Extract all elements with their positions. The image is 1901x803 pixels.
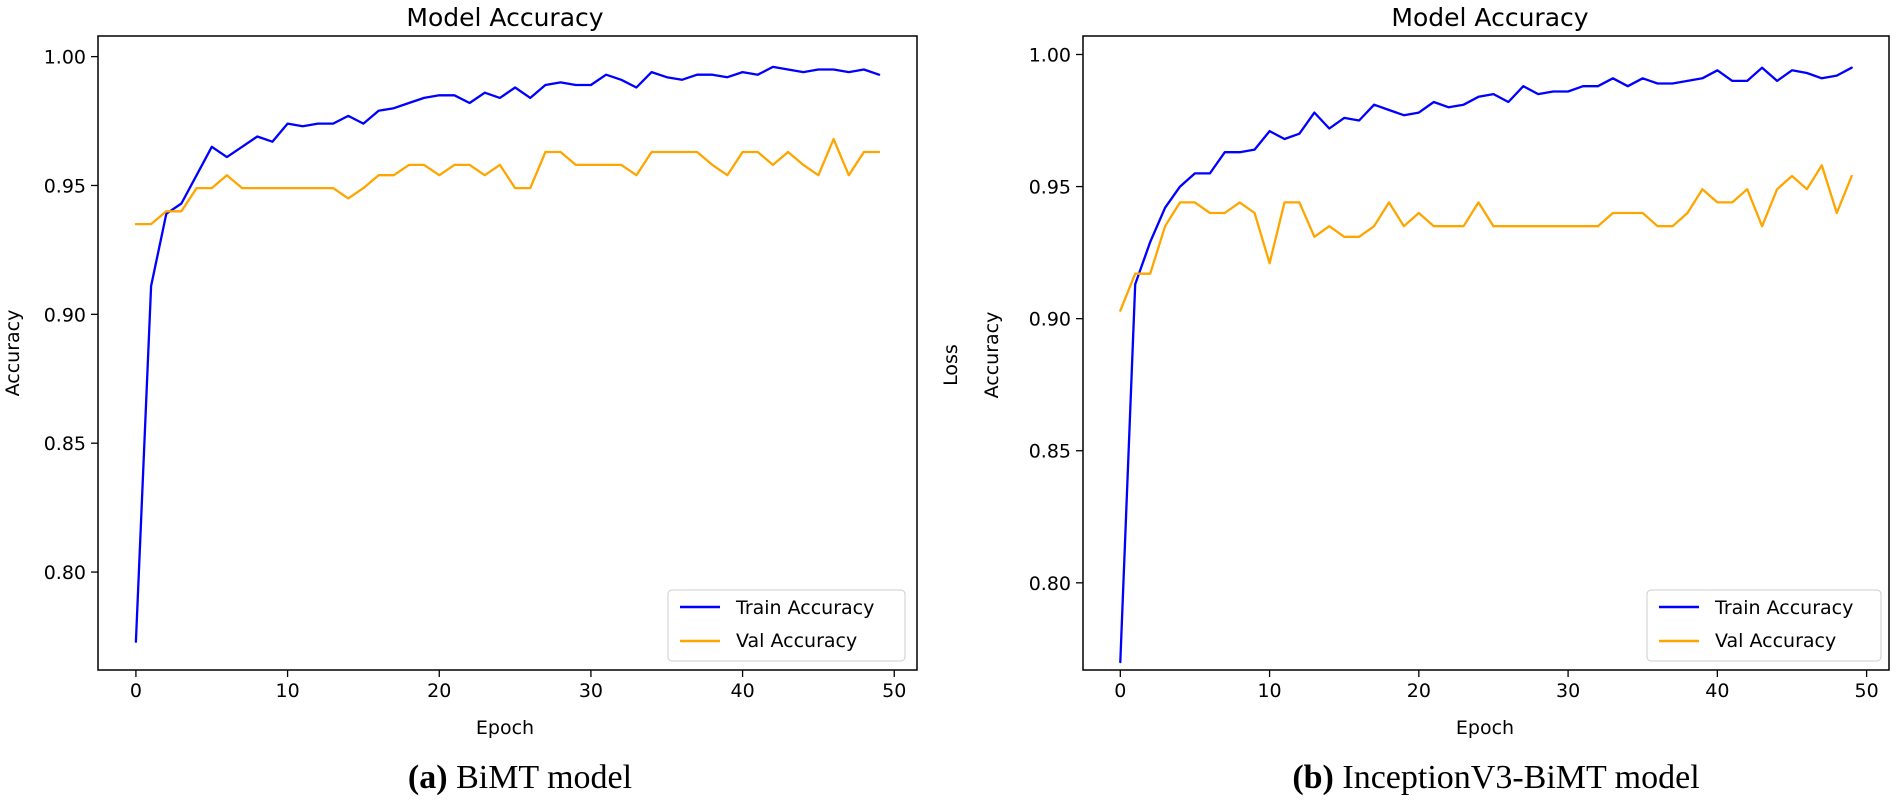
train-accuracy-line: [1119, 66, 1853, 664]
caption-text: InceptionV3-BiMT model: [1334, 759, 1700, 796]
y-axis-label-loss: Loss: [940, 344, 962, 386]
x-tick-label: 50: [1855, 680, 1879, 702]
y-tick-label: 0.85: [44, 433, 86, 455]
x-tick-label: 30: [579, 680, 603, 702]
y-tick-label: 0.80: [44, 562, 86, 584]
legend-box: [1646, 589, 1882, 662]
x-tick-label: 40: [1705, 680, 1729, 702]
legend-label-train: Train Accuracy: [735, 597, 874, 619]
val-accuracy-line: [1119, 164, 1853, 312]
y-tick-label: 0.95: [1029, 177, 1071, 199]
x-tick-label: 30: [1556, 680, 1580, 702]
series-lines: [1119, 66, 1853, 664]
legend-label-val: Val Accuracy: [1715, 630, 1836, 652]
chart-panel-b: Model Accuracy 0 10 20 30 40 50 0.80 0.85 0.90 0.…: [940, 3, 1890, 739]
x-tick-label: 0: [130, 680, 142, 702]
caption-a: (a) BiMT model: [408, 759, 632, 796]
legend: Train Accuracy Val Accuracy: [1646, 589, 1882, 662]
y-tick-label: 1.00: [44, 47, 86, 69]
y-tick-label: 1.00: [1029, 44, 1071, 66]
caption-letter: (a): [408, 759, 448, 796]
y-tick-label: 0.90: [1029, 309, 1071, 331]
x-axis-label: Epoch: [476, 717, 534, 739]
y-tick-label: 0.80: [1029, 573, 1071, 595]
legend-label-train: Train Accuracy: [1714, 597, 1853, 619]
ticks-group: 0 10 20 30 40 50 0.80 0.85 0.90 0.95 1.00: [1029, 44, 1879, 702]
chart-title: Model Accuracy: [406, 3, 603, 32]
x-tick-label: 20: [427, 680, 451, 702]
train-accuracy-line: [134, 65, 881, 643]
chart-title: Model Accuracy: [1391, 3, 1588, 32]
ticks-group: 0 10 20 30 40 50 0.80 0.85 0.90 0.95 1.00: [44, 47, 907, 702]
y-axis-label: Accuracy: [981, 312, 1003, 399]
chart-panel-a: Model Accuracy 0 10 20 30 40 50 0.80 0.85 0.90 0.…: [2, 3, 918, 739]
legend-box: [667, 589, 906, 662]
x-axis-label: Epoch: [1456, 717, 1514, 739]
x-tick-label: 40: [730, 680, 754, 702]
plot-frame: [97, 35, 918, 671]
val-accuracy-line: [134, 137, 881, 226]
caption-letter: (b): [1292, 759, 1334, 796]
caption-text: BiMT model: [448, 759, 633, 796]
legend: Train Accuracy Val Accuracy: [667, 589, 906, 662]
series-lines: [134, 65, 881, 643]
legend-label-val: Val Accuracy: [736, 630, 857, 652]
x-tick-label: 50: [882, 680, 906, 702]
y-tick-label: 0.90: [44, 304, 86, 326]
plot-frame: [1082, 35, 1890, 671]
y-tick-label: 0.85: [1029, 441, 1071, 463]
y-axis-label: Accuracy: [2, 310, 24, 397]
x-tick-label: 10: [275, 680, 299, 702]
y-tick-label: 0.95: [44, 175, 86, 197]
x-tick-label: 10: [1257, 680, 1281, 702]
x-tick-label: 0: [1114, 680, 1126, 702]
caption-b: (b) InceptionV3-BiMT model: [1292, 759, 1699, 796]
x-tick-label: 20: [1407, 680, 1431, 702]
